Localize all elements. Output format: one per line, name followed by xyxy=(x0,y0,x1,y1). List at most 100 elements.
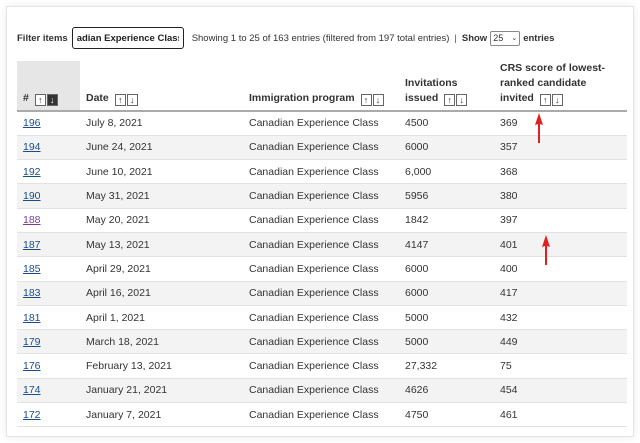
cell-crs: 75 xyxy=(494,353,627,379)
table-row: 192 June 10, 2021 Canadian Experience Clas… xyxy=(17,159,627,185)
draw-link[interactable]: 174 xyxy=(23,384,41,397)
cell-draw-number: 187 xyxy=(17,232,80,258)
filter-input[interactable] xyxy=(71,27,184,49)
arrow-shape xyxy=(542,235,550,265)
cell-program: Canadian Experience Class xyxy=(243,402,399,428)
cell-program: Canadian Experience Class xyxy=(243,208,399,233)
draw-link[interactable]: 192 xyxy=(23,165,41,178)
sort-down-icon[interactable]: ↓ xyxy=(372,94,384,106)
cell-draw-number: 183 xyxy=(17,281,80,306)
cell-program: Canadian Experience Class xyxy=(243,159,399,185)
sort-up-icon[interactable]: ↑ xyxy=(444,94,456,106)
column-header-label: Date xyxy=(86,92,109,104)
cell-draw-number: 174 xyxy=(17,378,80,404)
draws-table: # ↑ ↓ Date ↑ ↓ Immigration program xyxy=(17,61,627,428)
column-header-date[interactable]: Date ↑ ↓ xyxy=(80,61,243,112)
cell-invitations: 6,000 xyxy=(399,159,494,185)
sort-down-icon[interactable]: ↓ xyxy=(126,94,138,106)
cell-invitations: 27,332 xyxy=(399,353,494,379)
draw-link[interactable]: 176 xyxy=(23,360,41,373)
draw-link[interactable]: 185 xyxy=(23,262,41,275)
sort-controls: ↑ ↓ xyxy=(360,94,385,106)
annotation-arrow-up-icon xyxy=(542,235,550,265)
cell-date: May 20, 2021 xyxy=(80,208,243,233)
draw-link[interactable]: 187 xyxy=(23,238,41,251)
draw-link[interactable]: 188 xyxy=(23,214,41,227)
cell-draw-number: 188 xyxy=(17,208,80,233)
table-row: 176 February 13, 2021 Canadian Experience … xyxy=(17,353,627,379)
cell-program: Canadian Experience Class xyxy=(243,111,399,136)
cell-invitations: 5000 xyxy=(399,305,494,331)
separator: | xyxy=(454,32,457,44)
cell-date: April 29, 2021 xyxy=(80,256,243,282)
cell-crs: 432 xyxy=(494,305,627,331)
cell-date: January 7, 2021 xyxy=(80,402,243,428)
column-header-invitations[interactable]: Invitations issued ↑ ↓ xyxy=(399,61,494,112)
sort-up-icon[interactable]: ↑ xyxy=(360,94,372,106)
table-row: 185 April 29, 2021 Canadian Experience Cla… xyxy=(17,256,627,282)
cell-date: February 13, 2021 xyxy=(80,353,243,379)
sort-up-icon[interactable]: ↑ xyxy=(114,94,126,106)
cell-draw-number: 194 xyxy=(17,135,80,161)
cell-date: March 18, 2021 xyxy=(80,329,243,355)
cell-date: June 10, 2021 xyxy=(80,159,243,185)
cell-program: Canadian Experience Class xyxy=(243,256,399,282)
draw-link[interactable]: 172 xyxy=(23,408,41,421)
draw-link[interactable]: 181 xyxy=(23,311,41,324)
draw-link[interactable]: 179 xyxy=(23,335,41,348)
column-header-program[interactable]: Immigration program ↑ ↓ xyxy=(243,61,399,112)
table-toolbar: Filter items Showing 1 to 25 of 163 entr… xyxy=(17,25,627,51)
cell-crs: 461 xyxy=(494,402,627,428)
table-row: 194 June 24, 2021 Canadian Experience Clas… xyxy=(17,135,627,161)
cell-crs: 368 xyxy=(494,159,627,185)
cell-crs: 401 xyxy=(494,232,627,258)
cell-crs: 400 xyxy=(494,256,627,282)
cell-invitations: 6000 xyxy=(399,281,494,306)
table-row: 190 May 31, 2021 Canadian Experience Class… xyxy=(17,183,627,209)
cell-crs: 397 xyxy=(494,208,627,233)
cell-date: January 21, 2021 xyxy=(80,378,243,404)
page-size-value: 25 xyxy=(493,33,504,43)
cell-crs: 417 xyxy=(494,281,627,306)
sort-down-icon[interactable]: ↓ xyxy=(46,94,58,106)
cell-draw-number: 185 xyxy=(17,256,80,282)
column-header-label: Invitations issued xyxy=(405,77,458,104)
table-row: 183 April 16, 2021 Canadian Experience Cla… xyxy=(17,281,627,306)
cell-program: Canadian Experience Class xyxy=(243,232,399,258)
cell-invitations: 4147 xyxy=(399,232,494,258)
filter-label: Filter items xyxy=(17,32,68,44)
cell-program: Canadian Experience Class xyxy=(243,281,399,306)
cell-date: June 24, 2021 xyxy=(80,135,243,161)
cell-invitations: 6000 xyxy=(399,256,494,282)
sort-up-icon[interactable]: ↑ xyxy=(34,94,46,106)
cell-crs: 449 xyxy=(494,329,627,355)
cell-draw-number: 179 xyxy=(17,329,80,355)
sort-down-icon[interactable]: ↓ xyxy=(456,94,468,106)
cell-draw-number: 172 xyxy=(17,402,80,428)
draw-link[interactable]: 196 xyxy=(23,117,41,130)
column-header-num[interactable]: # ↑ ↓ xyxy=(17,61,80,112)
table-row: 174 January 21, 2021 Canadian Experience C… xyxy=(17,378,627,404)
table-row: 172 January 7, 2021 Canadian Experience Cl… xyxy=(17,402,627,428)
table-row: 179 March 18, 2021 Canadian Experience Cla… xyxy=(17,329,627,355)
cell-invitations: 4626 xyxy=(399,378,494,404)
sort-down-icon[interactable]: ↓ xyxy=(551,94,563,106)
column-header-crs[interactable]: CRS score of lowest-ranked candidate inv… xyxy=(494,61,627,112)
draw-link[interactable]: 183 xyxy=(23,287,41,300)
draw-link[interactable]: 190 xyxy=(23,190,41,203)
cell-program: Canadian Experience Class xyxy=(243,329,399,355)
sort-up-icon[interactable]: ↑ xyxy=(539,94,551,106)
cell-program: Canadian Experience Class xyxy=(243,353,399,379)
sort-controls: ↑ ↓ xyxy=(444,94,468,106)
page-size-select[interactable]: 25 ⌄ xyxy=(490,30,521,46)
cell-crs: 454 xyxy=(494,378,627,404)
column-header-label: # xyxy=(23,92,29,104)
entries-label: entries xyxy=(523,32,555,44)
draw-link[interactable]: 194 xyxy=(23,141,41,154)
table-widget: Filter items Showing 1 to 25 of 163 entr… xyxy=(6,6,634,437)
cell-crs: 380 xyxy=(494,183,627,209)
table-row: 196 July 8, 2021 Canadian Experience Class… xyxy=(17,111,627,136)
cell-draw-number: 181 xyxy=(17,305,80,331)
cell-date: April 16, 2021 xyxy=(80,281,243,306)
cell-invitations: 6000 xyxy=(399,135,494,161)
